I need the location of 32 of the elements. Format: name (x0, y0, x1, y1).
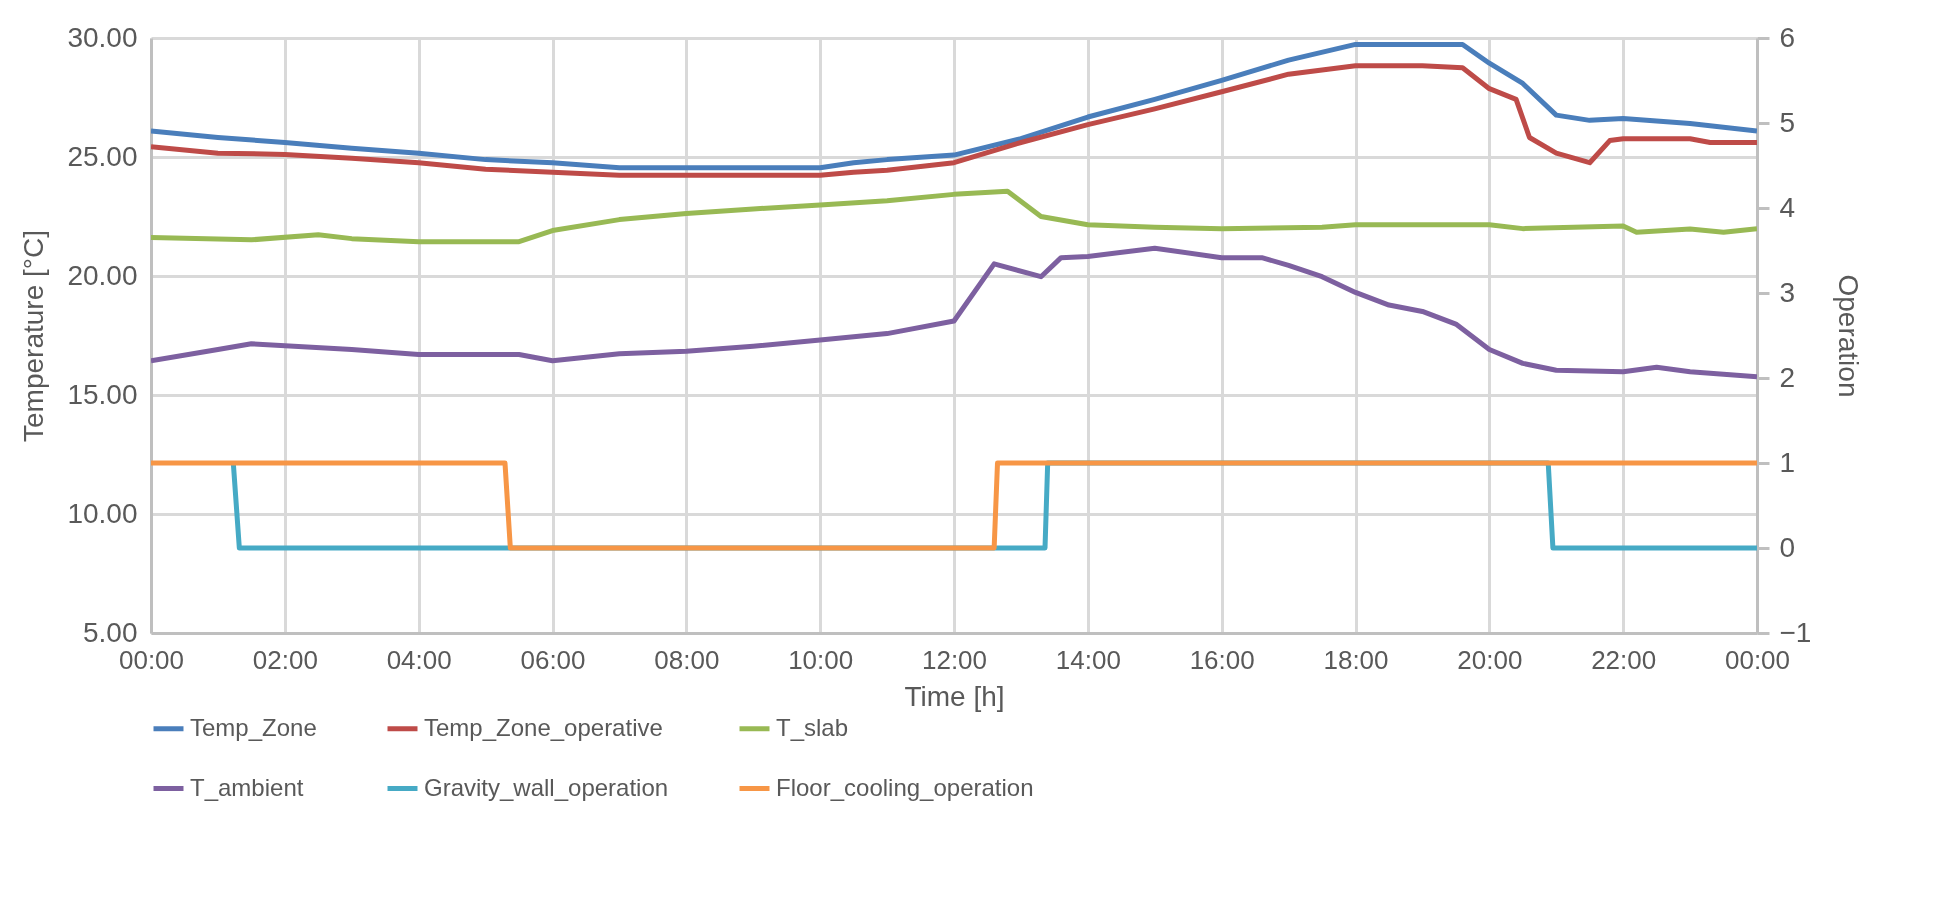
x-tick-label: 10:00 (788, 644, 854, 675)
legend-label: Gravity_wall_operation (424, 773, 669, 801)
y2-tick-label: 6 (1779, 21, 1796, 53)
x-tick-label: 06:00 (520, 644, 586, 675)
x-tick-label: 08:00 (654, 644, 720, 675)
y2-tick-label: 1 (1779, 446, 1796, 478)
x-tick-label: 22:00 (1591, 644, 1657, 675)
y2-tick-label: 5 (1779, 106, 1796, 138)
legend-label: Temp_Zone_operative (424, 713, 663, 741)
legend-label: Temp_Zone (190, 713, 317, 741)
y2-tick-label: 3 (1779, 276, 1796, 308)
y2-tick-label: 2 (1779, 361, 1796, 393)
x-tick-label: 18:00 (1323, 644, 1389, 675)
x-tick-label: 14:00 (1055, 644, 1121, 675)
y-tick-label: 25.00 (67, 140, 138, 172)
x-tick-label: 16:00 (1189, 644, 1255, 675)
legend-label: T_slab (776, 713, 849, 741)
x-tick-label: 20:00 (1457, 644, 1523, 675)
y2-tick-label: 0 (1779, 531, 1796, 563)
y2-tick-label: 4 (1779, 191, 1796, 223)
y-tick-label: 30.00 (67, 21, 138, 53)
x-tick-label: 12:00 (921, 644, 988, 675)
y-tick-label: 15.00 (67, 378, 138, 410)
x-tick-label: 02:00 (252, 644, 318, 675)
y-axis-title: Temperature [°C] (18, 230, 50, 442)
y-tick-label: 10.00 (67, 497, 138, 529)
legend-label: T_ambient (190, 773, 304, 801)
x-tick-label: 04:00 (386, 644, 452, 675)
legend-label: Floor_cooling_operation (776, 773, 1034, 801)
y-tick-label: 20.00 (67, 259, 138, 291)
x-axis-title: Time [h] (904, 680, 1005, 712)
y2-axis-title: Operation (1833, 274, 1865, 398)
